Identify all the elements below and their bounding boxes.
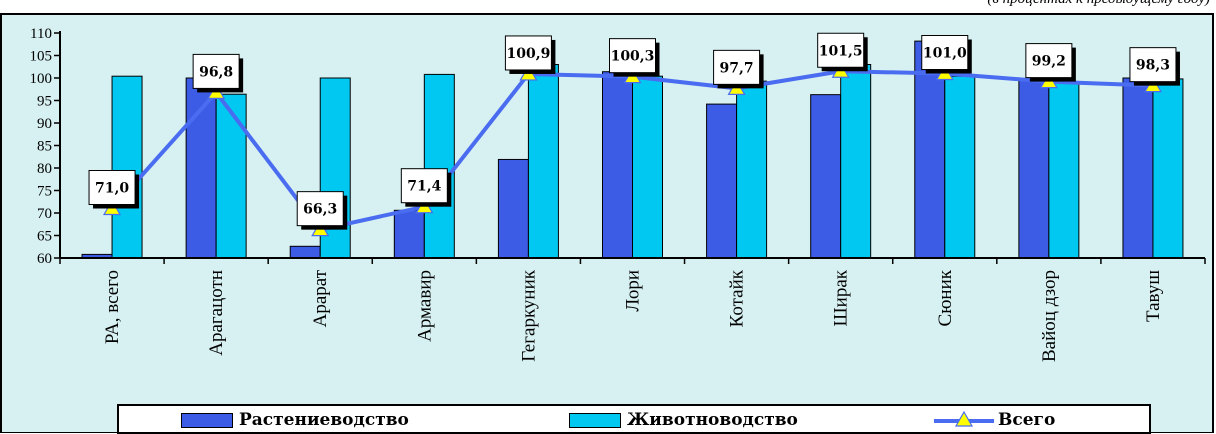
data-label-box xyxy=(609,38,656,74)
y-tick-label: 100 xyxy=(30,71,53,87)
data-label: 101,0 xyxy=(923,46,967,62)
y-tick-label: 60 xyxy=(37,251,52,267)
x-tick-label: Арагацотн xyxy=(206,270,227,356)
data-label: 71,0 xyxy=(95,181,129,197)
bar-crop xyxy=(497,158,529,259)
data-label-box xyxy=(88,170,136,205)
data-label: 66,3 xyxy=(303,202,337,218)
data-label-box xyxy=(817,32,865,68)
legend-label-crop: Растениеводство xyxy=(239,410,409,430)
bar-crop xyxy=(602,71,633,259)
data-label-box xyxy=(1129,47,1177,83)
data-label-box xyxy=(296,191,344,227)
data-labels-layer: 71,0 96,8 66,3 71,4 100,9 100,3 97,7 101,5 101,0… xyxy=(88,32,1180,230)
data-label-box xyxy=(504,35,552,71)
x-tick-label: Вайоц дзор xyxy=(1039,270,1060,362)
y-tick-label: 105 xyxy=(30,49,53,65)
bar-livestock xyxy=(215,93,247,259)
bar-crop xyxy=(1122,77,1154,259)
x-tick-label: Котайк xyxy=(727,269,748,327)
legend-label-livestock: Животноводство xyxy=(627,410,798,430)
x-tick-label: Арарат xyxy=(310,269,331,327)
data-label-box xyxy=(1025,43,1073,79)
x-tick-label: Гегаркуник xyxy=(518,269,539,361)
y-tick-label: 85 xyxy=(37,139,52,155)
data-label-box xyxy=(921,35,969,70)
bar-livestock xyxy=(1048,82,1080,259)
legend-item-total: Всего xyxy=(934,410,1055,430)
legend-swatch-livestock xyxy=(569,412,621,428)
bar-crop xyxy=(1018,78,1050,259)
legend-label-total: Всего xyxy=(998,410,1056,430)
y-tick-label: 110 xyxy=(30,26,52,42)
bar-livestock xyxy=(111,75,143,259)
data-label-box xyxy=(713,49,761,85)
bar-livestock xyxy=(632,75,663,259)
data-label-box xyxy=(192,53,240,89)
bar-crop xyxy=(393,209,425,259)
bar-livestock xyxy=(944,75,976,259)
x-tick-label: Сюник xyxy=(935,269,956,326)
y-tick-label: 80 xyxy=(37,161,52,177)
data-label: 97,7 xyxy=(720,60,754,76)
data-label: 96,8 xyxy=(199,64,233,80)
data-label: 99,2 xyxy=(1032,54,1066,70)
bar-crop xyxy=(289,245,321,259)
legend-item-crop: Растениеводство xyxy=(181,410,409,430)
data-label-box xyxy=(400,168,448,204)
y-tick-label: 70 xyxy=(37,206,52,222)
bar-crop xyxy=(706,103,738,259)
bar-livestock xyxy=(1152,78,1184,259)
chart-note: (в процентах к предыдущему году) xyxy=(987,0,1210,8)
bar-crop xyxy=(185,77,217,259)
x-tick-label: Лори xyxy=(623,270,644,312)
y-tick-label: 90 xyxy=(37,116,52,132)
legend-swatch-crop xyxy=(181,412,233,428)
data-label: 71,4 xyxy=(407,179,441,195)
y-tick-label: 65 xyxy=(37,229,52,245)
bars-layer xyxy=(81,40,1184,259)
bar-crop xyxy=(810,94,842,259)
y-tick-label: 95 xyxy=(37,94,52,110)
x-tick-label: РА, всего xyxy=(102,270,123,344)
axes-layer: 60 65 70 75 80 85 90 95 100 105 110 РА, всего Арагац… xyxy=(30,26,1206,362)
x-tick-label: Ширак xyxy=(831,269,852,326)
y-tick-label: 75 xyxy=(37,184,52,200)
x-tick-label: Армавир xyxy=(414,270,435,342)
bar-livestock xyxy=(840,64,872,259)
data-label: 101,5 xyxy=(819,43,863,59)
legend-item-livestock: Животноводство xyxy=(569,410,798,430)
bar-livestock xyxy=(423,73,455,259)
data-label: 100,9 xyxy=(506,46,550,62)
bar-livestock xyxy=(527,64,559,259)
legend: Растениеводство Животноводство Всего xyxy=(117,404,1151,434)
x-tick-label: Тавуш xyxy=(1143,270,1164,322)
bar-livestock xyxy=(736,80,768,259)
legend-line-icon xyxy=(934,410,994,427)
data-label: 98,3 xyxy=(1136,58,1170,74)
data-label: 100,3 xyxy=(611,49,655,65)
